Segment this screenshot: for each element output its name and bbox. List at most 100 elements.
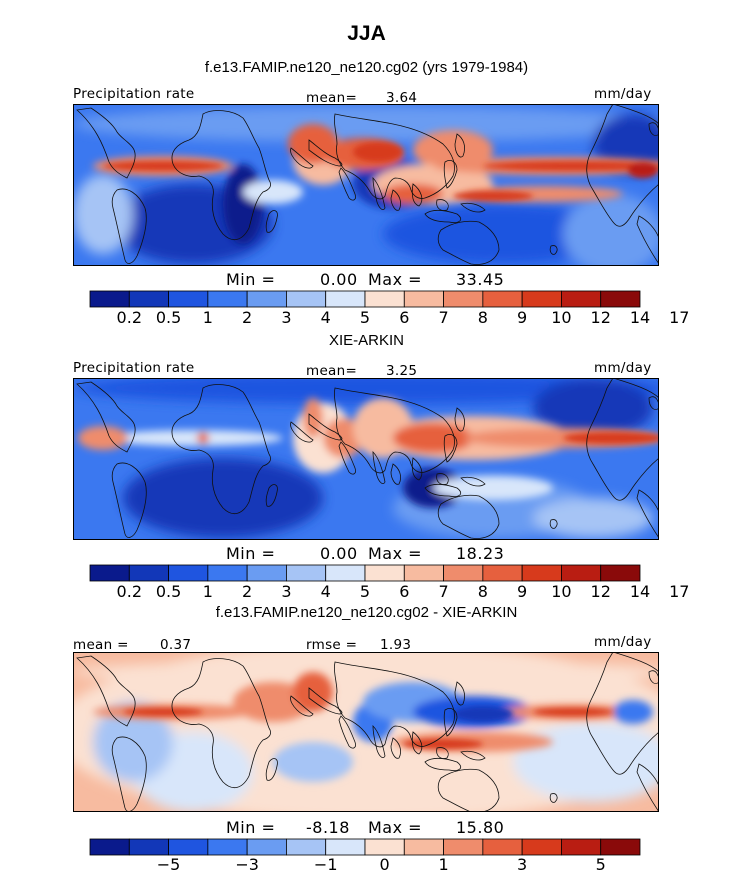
colorbar-tick-label: 7 xyxy=(438,582,449,601)
colorbar-swatch xyxy=(443,838,484,856)
colorbar-swatch xyxy=(246,290,287,308)
colorbar-tick-label: 0.2 xyxy=(116,308,143,327)
colorbar-tick-label: 0.2 xyxy=(116,582,143,601)
panel1-mean-value: 3.64 xyxy=(386,90,418,106)
colorbar-tick-label: 2 xyxy=(242,582,253,601)
colorbar-tick-label: 0.5 xyxy=(155,308,182,327)
colorbar-tick-label: 5 xyxy=(359,308,371,327)
panel2-min-value: 0.00 xyxy=(320,544,358,563)
colorbar-tick-label: 10 xyxy=(551,582,572,601)
colorbar-swatch xyxy=(128,838,169,856)
map-frame xyxy=(73,104,659,266)
colorbar-swatch xyxy=(364,838,405,856)
colorbar-tick-label: 6 xyxy=(399,582,410,601)
panel2-min-label: Min = xyxy=(226,544,276,563)
colorbar-tick-label: 0 xyxy=(379,855,390,874)
colorbar-swatch xyxy=(482,838,523,856)
colorbar-swatch xyxy=(443,290,484,308)
panel1-units: mm/day xyxy=(594,86,652,102)
map-panel-2 xyxy=(73,378,659,540)
colorbar-swatch xyxy=(89,290,130,308)
panel1-left-label: Precipitation rate xyxy=(73,86,195,102)
map-panel-3 xyxy=(73,652,659,812)
panel2-max-value: 18.23 xyxy=(456,544,505,563)
colorbar-swatch xyxy=(89,838,130,856)
colorbar-tick-label: 3 xyxy=(517,855,528,874)
map-frame xyxy=(73,652,659,812)
panel3-min-value: -8.18 xyxy=(306,818,350,837)
colorbar-swatch xyxy=(325,838,366,856)
colorbar-tick-label: 17 xyxy=(669,308,690,327)
panel3-rmse-value: 1.93 xyxy=(380,637,412,653)
panel1-min-label: Min = xyxy=(226,270,276,289)
panel3-rmse-label: rmse = xyxy=(306,637,358,653)
colorbar-tick-label: 12 xyxy=(590,308,611,327)
panel1-max-value: 33.45 xyxy=(456,270,505,289)
colorbar-swatch xyxy=(403,838,444,856)
panel1-min-value: 0.00 xyxy=(320,270,358,289)
colorbar-swatch xyxy=(286,290,327,308)
colorbar-swatch xyxy=(561,564,602,582)
colorbar-swatch xyxy=(207,290,248,308)
colorbar-swatch xyxy=(128,290,169,308)
colorbar-panel1 xyxy=(89,290,641,308)
panel1-max-label: Max = xyxy=(368,270,423,289)
colorbar-tick-label: 6 xyxy=(399,308,410,327)
panel2-units: mm/day xyxy=(594,360,652,376)
colorbar-tick-label: 10 xyxy=(551,308,572,327)
colorbar-tick-label: 12 xyxy=(590,582,611,601)
colorbar-tick-label: 14 xyxy=(629,308,651,327)
colorbar-tick-label: 1 xyxy=(202,582,213,601)
colorbar-tick-label: 1 xyxy=(438,855,449,874)
colorbar-tick-label: 4 xyxy=(320,582,331,601)
colorbar-tick-label: −3 xyxy=(235,855,259,874)
panel2-max-label: Max = xyxy=(368,544,423,563)
colorbar-tick-label: 5 xyxy=(595,855,606,874)
colorbar-swatch xyxy=(482,564,523,582)
colorbar-swatch xyxy=(403,564,444,582)
colorbar-swatch xyxy=(168,290,209,308)
colorbar-tick-label: 17 xyxy=(669,582,690,601)
colorbar-tick-label: 9 xyxy=(517,308,528,327)
colorbar-panel3 xyxy=(89,838,641,856)
colorbar-swatch xyxy=(521,838,562,856)
panel3-max-value: 15.80 xyxy=(456,818,505,837)
panel2-left-label: Precipitation rate xyxy=(73,360,195,376)
colorbar-tick-label: 2 xyxy=(242,308,253,327)
panel2-heading: XIE-ARKIN xyxy=(328,332,404,349)
colorbar-swatch xyxy=(168,838,209,856)
colorbar-swatch xyxy=(561,290,602,308)
colorbar-swatch xyxy=(600,564,641,582)
main-title: JJA xyxy=(347,22,386,45)
colorbar-tick-label: 1 xyxy=(202,308,213,327)
colorbar-swatch xyxy=(521,290,562,308)
colorbar-swatch xyxy=(521,564,562,582)
colorbar-swatch xyxy=(207,838,248,856)
colorbar-swatch xyxy=(286,838,327,856)
colorbar-panel2 xyxy=(89,564,641,582)
colorbar-swatch xyxy=(443,564,484,582)
colorbar-tick-label: 5 xyxy=(359,582,371,601)
colorbar-swatch xyxy=(325,564,366,582)
colorbar-tick-label: 3 xyxy=(281,582,292,601)
colorbar-swatch xyxy=(168,564,209,582)
panel3-min-label: Min = xyxy=(226,818,276,837)
panel3-mean-label: mean = xyxy=(73,637,129,653)
colorbar-swatch xyxy=(325,290,366,308)
panel3-heading: f.e13.FAMIP.ne120_ne120.cg02 - XIE-ARKIN xyxy=(215,604,518,621)
map-panel-1 xyxy=(73,104,659,266)
colorbar-tick-label: 0.5 xyxy=(155,582,182,601)
colorbar-swatch xyxy=(600,290,641,308)
colorbar-swatch xyxy=(403,290,444,308)
colorbar-swatch xyxy=(207,564,248,582)
colorbar-swatch xyxy=(89,564,130,582)
colorbar-swatch xyxy=(364,564,405,582)
colorbar-tick-label: 3 xyxy=(281,308,292,327)
colorbar-tick-label: 4 xyxy=(320,308,331,327)
colorbar-swatch xyxy=(246,838,287,856)
panel3-units: mm/day xyxy=(594,634,652,650)
colorbar-swatch xyxy=(286,564,327,582)
panel2-mean-value: 3.25 xyxy=(386,363,418,379)
colorbar-tick-label: 9 xyxy=(517,582,528,601)
